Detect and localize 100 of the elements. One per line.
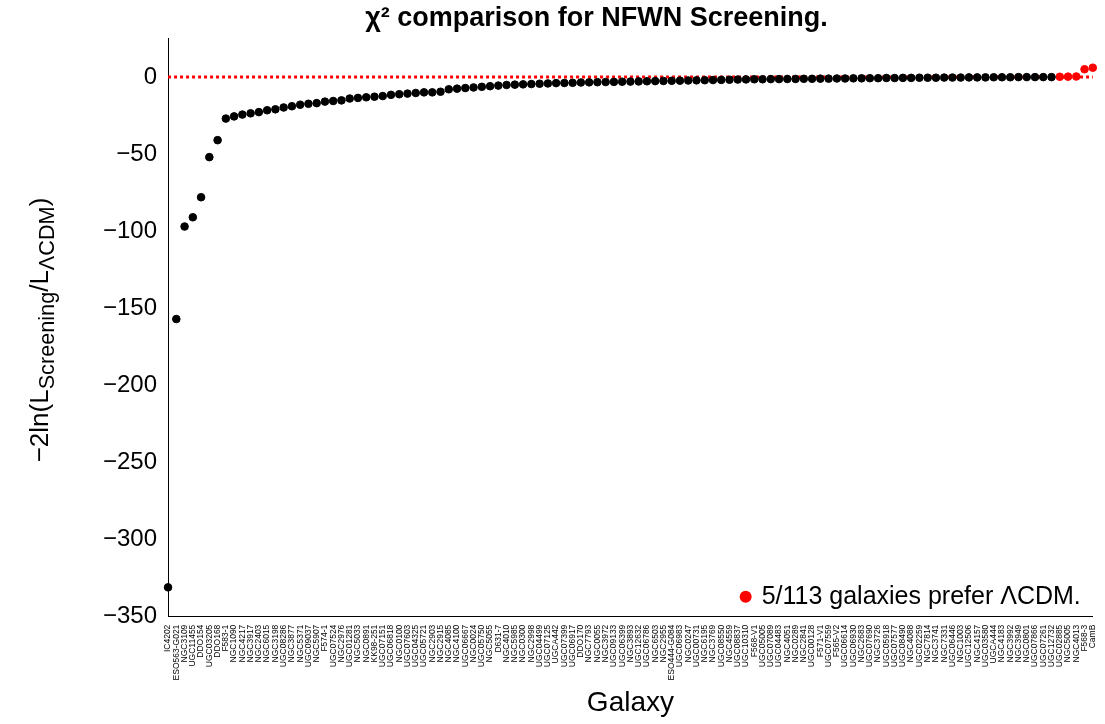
x-tick-label: NGC4559 bbox=[723, 624, 734, 663]
x-tick-label: UGC06446 bbox=[946, 624, 957, 668]
x-tick-label: UGC06983 bbox=[674, 624, 685, 668]
y-tick-label: −150 bbox=[103, 292, 158, 320]
x-tick-label: NGC5371 bbox=[294, 624, 305, 663]
x-tick-label: UGC12506 bbox=[963, 624, 974, 668]
x-tick-label: UGC00731 bbox=[690, 624, 701, 668]
x-tick-label: NGC2903 bbox=[426, 624, 437, 663]
x-tick-label: UGC07577 bbox=[888, 624, 899, 668]
x-tick-label: DDO170 bbox=[575, 624, 586, 658]
x-tick-label: NGC0247 bbox=[682, 624, 693, 663]
x-tick-label: NGC0891 bbox=[360, 624, 371, 663]
x-tick-label: NGC2976 bbox=[335, 624, 346, 663]
x-tick-label: NGC4217 bbox=[236, 624, 247, 663]
x-tick-label: NGC5907 bbox=[311, 624, 322, 663]
x-tick-label: NGC2955 bbox=[657, 624, 668, 663]
x-tick-label: NGC2915 bbox=[434, 624, 445, 663]
x-tick-label: NGC1003 bbox=[955, 624, 966, 663]
x-tick-label: UGC09037 bbox=[302, 624, 313, 668]
x-tick-label: NGC3917 bbox=[244, 624, 255, 663]
chart-title: χ² comparison for NFWN Screening. bbox=[365, 1, 828, 32]
x-tick-label: NGC4183 bbox=[996, 624, 1007, 663]
x-tick-label: UGC08490 bbox=[897, 624, 908, 668]
x-tick-label: UGC05918 bbox=[880, 624, 891, 668]
x-axis-title: Galaxy bbox=[586, 685, 675, 717]
x-tick-label: NGC3877 bbox=[286, 624, 297, 663]
x-tick-label: NGC4013 bbox=[1070, 624, 1081, 663]
x-tick-label: UGC08837 bbox=[732, 624, 743, 668]
x-tick-label: UGC02259 bbox=[913, 624, 924, 668]
x-tick-label: UGC06667 bbox=[459, 624, 470, 668]
x-tick-label: NGC5005 bbox=[1062, 624, 1073, 663]
x-tick-label: F574-1 bbox=[319, 624, 330, 652]
x-tick-label: NGC0055 bbox=[591, 624, 602, 663]
x-tick-label: UGC07089 bbox=[765, 624, 776, 668]
x-tick-label: CamB bbox=[1087, 624, 1098, 649]
x-tick-label: NGC3198 bbox=[269, 624, 280, 663]
x-tick-label: NGC6015 bbox=[261, 624, 272, 663]
x-tick-label: UGC07399 bbox=[558, 624, 569, 668]
x-tick-label: NGC4100 bbox=[451, 624, 462, 663]
x-tick-label: ESO444-G084 bbox=[666, 624, 677, 681]
x-tick-label: UGC05005 bbox=[756, 624, 767, 668]
x-tick-label: IC4202 bbox=[162, 624, 173, 653]
x-tick-label: UGC00128 bbox=[806, 624, 817, 668]
y-tick-label: −100 bbox=[103, 215, 158, 243]
x-tick-label: UGC06614 bbox=[839, 624, 850, 668]
x-tick-label: F583-1 bbox=[220, 624, 231, 652]
x-tick-label: NGC3726 bbox=[872, 624, 883, 663]
x-tick-label: F568-3 bbox=[1078, 624, 1089, 652]
x-tick-label: NGC3972 bbox=[600, 624, 610, 663]
y-tick-label: −350 bbox=[103, 601, 158, 629]
x-tick-label: NGC4010 bbox=[500, 624, 511, 663]
x-tick-label: NGC4157 bbox=[971, 624, 982, 663]
x-tick-label: NGC2998 bbox=[525, 624, 536, 663]
x-tick-label: NGC0289 bbox=[789, 624, 800, 663]
x-tick-label: UGC03580 bbox=[979, 624, 990, 668]
x-tick-label: F565-V2 bbox=[831, 624, 842, 658]
x-tick-label: UGCA442 bbox=[550, 624, 561, 664]
x-tick-label: UGC04483 bbox=[773, 624, 784, 668]
x-tick-label: UGC06917 bbox=[566, 624, 577, 668]
x-tick-label: NGC5055 bbox=[484, 624, 495, 663]
x-tick-label: UGC07151 bbox=[377, 624, 388, 668]
x-tick-label: NGC2841 bbox=[798, 624, 809, 663]
x-tick-label: UGC07261 bbox=[1037, 624, 1048, 668]
x-tick-label: UGC07559 bbox=[822, 624, 833, 668]
x-tick-label: NGC3741 bbox=[930, 624, 941, 663]
x-tick-label: UGC10310 bbox=[740, 624, 751, 668]
x-tick-label: UGC02885 bbox=[1054, 624, 1065, 668]
x-tick-label: UGC09133 bbox=[608, 624, 619, 668]
x-tick-label: UGC12632 bbox=[633, 624, 644, 668]
y-tick-label: −200 bbox=[103, 369, 158, 397]
x-tick-label: NGC7331 bbox=[938, 624, 949, 663]
x-tick-label: UGC04325 bbox=[410, 624, 421, 668]
x-tick-label: UGC07125 bbox=[542, 624, 553, 668]
x-tick-label: KK98-251 bbox=[368, 624, 379, 663]
x-tick-label: NGC4051 bbox=[781, 624, 792, 663]
x-tick-label: UGC07866 bbox=[1029, 624, 1040, 668]
x-tick-label: UGC03205 bbox=[203, 624, 214, 668]
x-tick-label: UGC05750 bbox=[476, 624, 487, 668]
x-tick-label: NGC4088 bbox=[905, 624, 916, 663]
legend-label: 5/113 galaxies prefer ΛCDM. bbox=[761, 580, 1081, 609]
x-tick-label: NGC2403 bbox=[253, 624, 264, 663]
x-tick-label: NGC3949 bbox=[1012, 624, 1023, 663]
x-tick-label: UGC05721 bbox=[418, 624, 429, 668]
x-tick-label: NGC6503 bbox=[649, 624, 660, 663]
x-tick-label: UGCA444 bbox=[988, 624, 999, 664]
x-tick-label: NGC5033 bbox=[352, 624, 363, 663]
x-tick-label: NGC0024 bbox=[467, 624, 478, 663]
x-tick-label: NGC3992 bbox=[1004, 624, 1015, 663]
x-tick-label: UGC06399 bbox=[616, 624, 627, 668]
x-tick-label: NGC3769 bbox=[707, 624, 718, 663]
x-tick-label: UGC08286 bbox=[278, 624, 288, 668]
x-tick-label: UGC06786 bbox=[641, 624, 652, 668]
x-tick-label: NGC0300 bbox=[517, 624, 528, 663]
x-tick-label: NGC5985 bbox=[509, 624, 520, 663]
x-tick-label: ESO563-G021 bbox=[170, 624, 181, 681]
x-tick-label: NGC1090 bbox=[228, 624, 239, 663]
x-tick-label: UGC07690 bbox=[864, 624, 875, 668]
x-tick-label: UGC01281 bbox=[344, 624, 355, 668]
x-tick-label: UGC12732 bbox=[1045, 624, 1056, 668]
x-tick-label: NGC2683 bbox=[855, 624, 866, 663]
